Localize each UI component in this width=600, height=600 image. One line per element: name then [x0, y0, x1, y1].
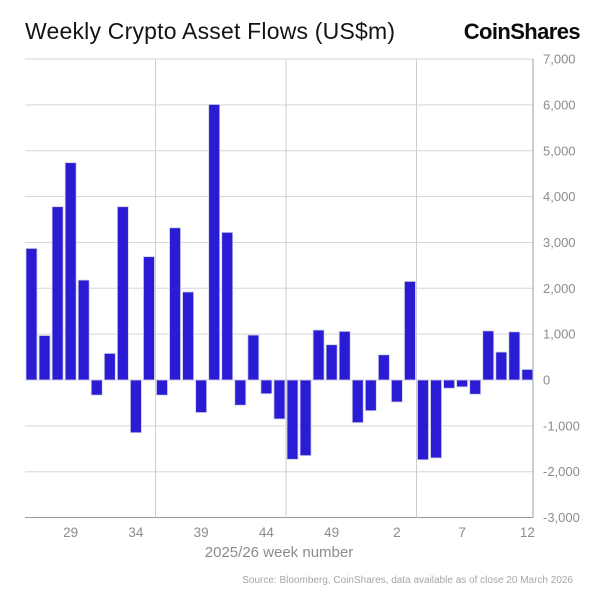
bar-week-47	[299, 379, 312, 457]
bar-week-51	[351, 379, 364, 424]
y-tick-label: 3,000	[543, 235, 576, 250]
y-tick-label: 0	[543, 373, 550, 388]
bar-week-35	[143, 256, 155, 381]
bar-week-37	[169, 227, 181, 381]
bar-week-43	[247, 334, 260, 381]
bar-week-36	[156, 379, 168, 396]
bar-week-30	[77, 279, 90, 381]
y-tick-label: 5,000	[543, 143, 576, 158]
bar-week-29	[64, 162, 77, 381]
bar-week-39	[195, 379, 208, 413]
bar-week-12	[521, 369, 534, 381]
coinshares-logo: CoinShares	[463, 19, 581, 44]
bar-week-27	[38, 335, 51, 381]
bar-week-52	[364, 379, 377, 412]
bar-week-2	[390, 379, 403, 403]
y-tick-label: -2,000	[543, 464, 580, 479]
bar-week-8	[469, 379, 482, 395]
x-tick-label: 12	[520, 525, 535, 540]
bar-week-48	[312, 329, 325, 381]
y-tick-label: 4,000	[543, 189, 576, 204]
bar-week-7	[456, 379, 469, 388]
x-axis-title: 2025/26 week number	[204, 544, 354, 561]
bar-week-46	[286, 379, 299, 460]
bar-week-44	[260, 379, 273, 395]
y-tick-label: -1,000	[543, 418, 580, 433]
y-tick-label: -3,000	[543, 510, 580, 525]
y-tick-label: 1,000	[543, 327, 576, 342]
bar-week-3	[404, 281, 416, 381]
bar-week-40	[208, 104, 221, 381]
x-tick-label: 34	[128, 525, 144, 540]
bar-week-5	[430, 379, 442, 459]
bar-week-49	[325, 344, 338, 381]
x-tick-label: 29	[63, 525, 78, 540]
y-tick-label: 7,000	[543, 52, 576, 67]
bar-week-4	[417, 379, 429, 461]
x-tick-label: 44	[259, 525, 275, 540]
x-tick-label: 39	[194, 525, 209, 540]
x-tick-label: 2	[393, 525, 401, 540]
bar-week-42	[234, 379, 247, 406]
x-tick-label: 49	[324, 525, 339, 540]
bar-week-34	[129, 379, 142, 434]
bar-week-28	[51, 206, 64, 381]
bar-week-33	[116, 206, 129, 381]
bar-week-1	[377, 354, 390, 381]
bar-week-50	[338, 330, 351, 381]
chart-title: Weekly Crypto Asset Flows (US$m)	[25, 18, 396, 44]
bar-week-31	[90, 379, 103, 396]
bar-week-26	[25, 248, 38, 381]
source-attribution: Source: Bloomberg, CoinShares, data avai…	[242, 575, 573, 586]
bar-week-11	[508, 331, 521, 381]
bar-week-9	[482, 330, 495, 381]
bar-week-38	[182, 291, 195, 381]
bar-week-45	[273, 379, 286, 420]
bar-week-32	[103, 353, 116, 381]
bar-week-10	[495, 351, 508, 381]
bar-week-6	[443, 379, 456, 389]
y-tick-label: 6,000	[543, 97, 576, 112]
y-tick-label: 2,000	[543, 281, 576, 296]
x-tick-label: 7	[458, 525, 466, 540]
bar-week-41	[221, 231, 234, 381]
